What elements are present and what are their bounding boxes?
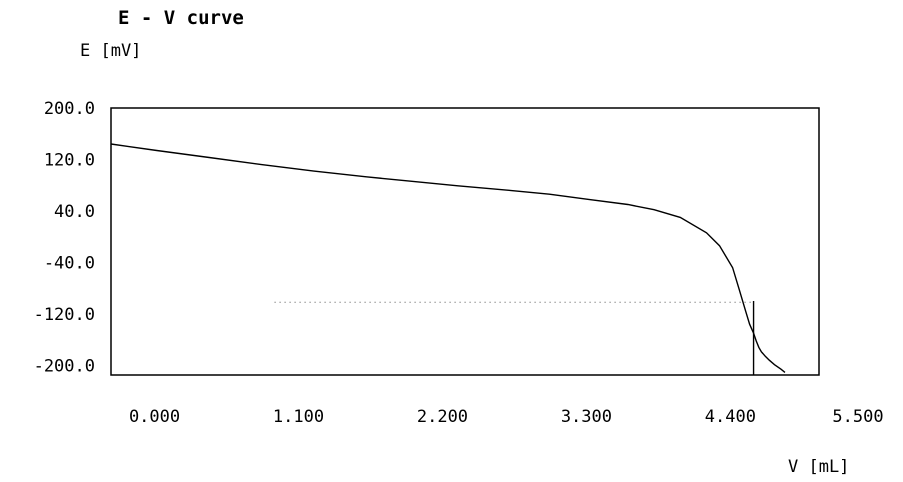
y-tick-label: 120.0 — [44, 150, 95, 170]
x-tick-label: 2.200 — [417, 407, 468, 427]
plot-frame — [110, 107, 820, 376]
x-axis-label: V [mL] — [788, 457, 849, 477]
x-tick-label: 3.300 — [561, 407, 612, 427]
x-tick-labels: 0.000 1.100 2.200 3.300 4.400 5.500 — [129, 407, 884, 427]
y-tick-label: 200.0 — [44, 99, 95, 119]
y-tick-label: -120.0 — [34, 305, 95, 325]
y-axis-label: E [mV] — [80, 41, 141, 61]
y-tick-label: 40.0 — [54, 202, 95, 222]
y-tick-labels: 200.0 120.0 40.0 -40.0 -120.0 -200.0 — [34, 99, 95, 376]
chart-title: E - V curve — [118, 7, 244, 29]
x-tick-label: 0.000 — [129, 407, 180, 427]
reference-lines — [274, 301, 755, 375]
y-tick-label: -200.0 — [34, 356, 95, 376]
x-tick-label: 1.100 — [273, 407, 324, 427]
x-tick-label: 4.400 — [705, 407, 756, 427]
x-tick-label: 5.500 — [832, 407, 883, 427]
series-line — [110, 143, 786, 373]
y-tick-label: -40.0 — [44, 253, 95, 273]
